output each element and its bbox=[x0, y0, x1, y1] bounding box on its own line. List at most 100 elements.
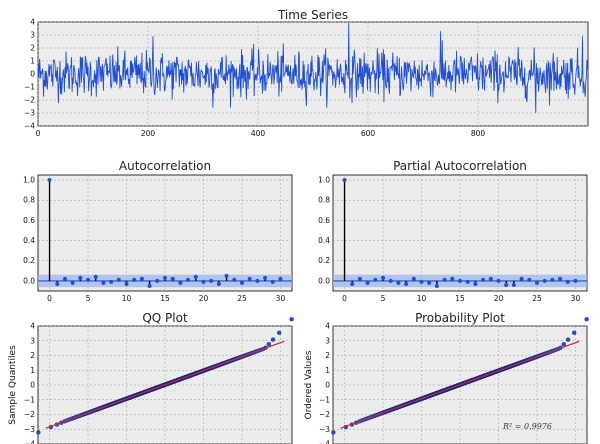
partial-autocorrelation-y-tick-label: 0.6 bbox=[318, 216, 330, 225]
autocorrelation-y-tick-label: 0.8 bbox=[23, 196, 35, 205]
qq-plot-point bbox=[289, 317, 294, 322]
time-series-line bbox=[37, 23, 588, 114]
autocorrelation-marker bbox=[193, 274, 198, 279]
autocorrelation-plot: 0.0 0.2 0.4 0.6 0.8 1.0 0 5 10 15 20 25 30 bbox=[23, 175, 292, 303]
time-series-x-tick-label: 400 bbox=[251, 129, 266, 138]
autocorrelation-marker bbox=[78, 275, 83, 280]
probability-plot-y-tick-label: 2 bbox=[325, 351, 330, 360]
partial-autocorrelation-marker bbox=[465, 279, 470, 284]
partial-autocorrelation-marker bbox=[365, 280, 370, 285]
autocorrelation-y-tick-label: 0.4 bbox=[23, 236, 35, 245]
partial-autocorrelation-x-tick-label: 20 bbox=[494, 294, 504, 303]
probability-plot-point bbox=[584, 317, 589, 322]
autocorrelation-marker bbox=[255, 278, 260, 283]
partial-autocorrelation-marker bbox=[473, 281, 478, 286]
autocorrelation-marker bbox=[70, 280, 75, 285]
probability-plot-point bbox=[561, 342, 566, 347]
partial-autocorrelation-marker bbox=[550, 277, 555, 282]
autocorrelation-marker bbox=[93, 274, 98, 279]
qq-plot-fit-line bbox=[45, 340, 285, 429]
partial-autocorrelation-marker bbox=[442, 277, 447, 282]
time-series-y-ticks: −4 −3 −2 −1 0 1 2 3 4 bbox=[24, 18, 35, 131]
probability-plot-y-tick-label: 1 bbox=[325, 366, 330, 375]
autocorrelation-panel: Autocorrelation 0.0 0.2 0.4 0.6 0.8 1.0 0 5 10 15… bbox=[23, 159, 293, 303]
autocorrelation-marker bbox=[278, 276, 283, 281]
qq-plot-y-tick-label: −4 bbox=[24, 440, 35, 444]
qq-plot-y-tick-label: 4 bbox=[30, 322, 35, 331]
autocorrelation-x-tick-label: 15 bbox=[160, 294, 170, 303]
autocorrelation-marker bbox=[270, 279, 275, 284]
time-series-title: Time Series bbox=[277, 8, 348, 22]
qq-plot-y-tick-label: 1 bbox=[30, 366, 35, 375]
time-series-y-tick-label: −1 bbox=[24, 83, 35, 92]
time-series-y-tick-label: 1 bbox=[30, 57, 35, 66]
partial-autocorrelation-marker bbox=[488, 276, 493, 281]
partial-autocorrelation-marker bbox=[373, 277, 378, 282]
time-series-x-tick-label: 200 bbox=[141, 129, 156, 138]
autocorrelation-y-tick-label: 1.0 bbox=[23, 176, 35, 185]
partial-autocorrelation-marker bbox=[450, 276, 455, 281]
partial-autocorrelation-x-tick-label: 25 bbox=[532, 294, 542, 303]
probability-plot-y-tick-label: −3 bbox=[319, 425, 330, 434]
autocorrelation-marker bbox=[139, 276, 144, 281]
probability-plot-panel: Probability Plot Ordered Values −4 −3 −2 −1… bbox=[304, 311, 589, 444]
time-series-y-tick-label: 2 bbox=[30, 44, 35, 53]
partial-autocorrelation-x-tick-label: 0 bbox=[342, 294, 347, 303]
partial-autocorrelation-marker bbox=[434, 283, 439, 288]
partial-autocorrelation-marker bbox=[527, 277, 532, 282]
partial-autocorrelation-marker bbox=[458, 278, 462, 283]
partial-autocorrelation-y-tick-label: 0.2 bbox=[318, 256, 330, 265]
partial-autocorrelation-title: Partial Autocorrelation bbox=[393, 159, 527, 173]
partial-autocorrelation-marker bbox=[411, 276, 416, 281]
partial-autocorrelation-marker bbox=[388, 278, 393, 283]
autocorrelation-y-tick-label: 0.2 bbox=[23, 256, 35, 265]
qq-plot-point bbox=[270, 337, 276, 342]
partial-autocorrelation-marker bbox=[558, 276, 563, 281]
qq-plot-y-tick-label: −2 bbox=[24, 410, 35, 419]
autocorrelation-marker bbox=[109, 279, 114, 284]
partial-autocorrelation-marker bbox=[350, 281, 355, 286]
partial-autocorrelation-x-tick-label: 15 bbox=[455, 294, 465, 303]
partial-autocorrelation-plot: 0.0 0.2 0.4 0.6 0.8 1.0 0 5 10 15 20 25 30 bbox=[318, 175, 587, 303]
partial-autocorrelation-marker bbox=[511, 282, 516, 287]
partial-autocorrelation-marker bbox=[573, 278, 578, 283]
time-series-y-tick-label: 3 bbox=[30, 31, 35, 40]
autocorrelation-marker bbox=[101, 280, 106, 285]
time-series-path bbox=[37, 23, 588, 114]
autocorrelation-marker bbox=[163, 275, 167, 280]
autocorrelation-title: Autocorrelation bbox=[119, 159, 211, 173]
partial-autocorrelation-marker bbox=[404, 281, 409, 286]
qq-plot-panel: QQ Plot Sample Quantiles −4 −3 −2 −1 0 1 2 3 4 bbox=[8, 311, 294, 444]
autocorrelation-marker bbox=[178, 280, 183, 285]
probability-plot-point bbox=[565, 337, 571, 342]
autocorrelation-marker bbox=[147, 283, 152, 288]
autocorrelation-x-tick-label: 5 bbox=[86, 294, 91, 303]
partial-autocorrelation-y-tick-label: 0.0 bbox=[318, 276, 330, 285]
probability-plot-y-tick-label: −2 bbox=[319, 410, 330, 419]
autocorrelation-marker bbox=[170, 276, 175, 281]
autocorrelation-marker bbox=[132, 277, 137, 282]
autocorrelation-marker bbox=[232, 277, 237, 282]
qq-plot-y-label: Sample Quantiles bbox=[8, 345, 18, 425]
probability-plot-point bbox=[572, 330, 577, 335]
partial-autocorrelation-marker bbox=[496, 278, 501, 283]
partial-autocorrelation-marker bbox=[565, 279, 570, 284]
autocorrelation-marker bbox=[247, 276, 252, 281]
autocorrelation-x-tick-label: 20 bbox=[199, 294, 209, 303]
probability-plot-y-tick-label: 3 bbox=[325, 336, 330, 345]
partial-autocorrelation-x-tick-label: 10 bbox=[417, 294, 427, 303]
qq-plot-content: −4 −3 −2 −1 0 1 2 3 4 bbox=[24, 317, 294, 444]
autocorrelation-marker bbox=[124, 281, 129, 286]
qq-plot-title: QQ Plot bbox=[142, 311, 188, 325]
autocorrelation-marker bbox=[201, 279, 206, 284]
partial-autocorrelation-panel: Partial Autocorrelation 0.0 0.2 0.4 0.6 0.8 1… bbox=[318, 159, 588, 303]
partial-autocorrelation-marker bbox=[534, 280, 539, 285]
time-series-panel: Time Series −4 −3 −2 −1 0 1 2 3 4 0 200 400 600 800 bbox=[24, 8, 589, 138]
autocorrelation-x-tick-label: 10 bbox=[122, 294, 132, 303]
time-series-y-tick-label: −3 bbox=[24, 109, 35, 118]
qq-plot-y-tick-label: 3 bbox=[30, 336, 35, 345]
autocorrelation-marker bbox=[55, 281, 60, 286]
probability-plot-point bbox=[331, 430, 336, 435]
time-series-y-tick-label: 0 bbox=[30, 70, 35, 79]
autocorrelation-y-tick-label: 0.0 bbox=[23, 276, 35, 285]
